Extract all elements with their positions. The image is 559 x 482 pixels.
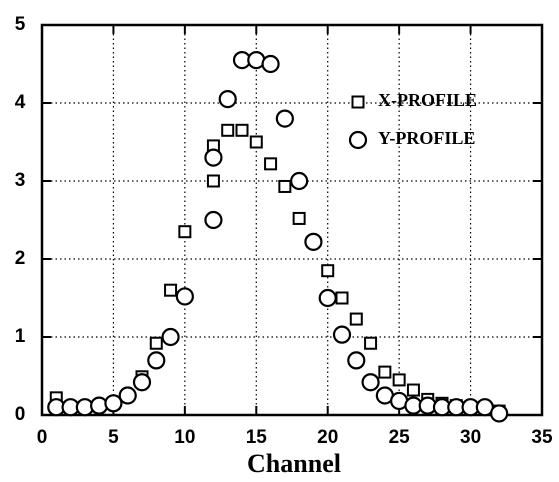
square-marker [349,312,363,326]
square-marker [392,373,406,387]
square-marker [221,123,235,137]
square-marker [278,179,292,193]
x-axis-label: Channel [247,449,341,478]
circle-marker [347,351,366,370]
circle-marker [218,89,237,109]
circle-marker [147,351,166,370]
y-tick-label: 5 [15,14,26,35]
square-marker [335,291,349,305]
x-tick-label: 20 [317,427,338,448]
y-tick-label: 4 [15,92,26,113]
circle-marker [361,373,380,392]
plot-frame [40,23,544,417]
y-tick-label: 0 [15,404,26,425]
square-marker [364,336,378,350]
square-marker [321,264,335,278]
square-marker [235,123,249,137]
circle-marker [261,54,280,74]
circle-marker [332,325,352,344]
x-tick-label: 30 [460,427,481,448]
circle-marker [490,404,509,423]
y-tick-label: 3 [15,170,26,191]
x-tick-label: 10 [174,427,195,448]
circle-marker [118,386,137,405]
legend-label: Y-PROFILE [378,128,475,148]
square-marker [351,95,365,109]
circle-marker [348,130,368,150]
y-tick-label: 1 [15,326,26,347]
x-tick-label: 25 [389,427,411,448]
circle-marker [161,327,180,347]
square-marker [292,211,306,225]
square-marker [206,174,220,188]
square-marker [149,336,163,350]
legend-label: X-PROFILE [378,90,477,110]
x-tick-label: 0 [37,427,48,448]
square-marker [378,365,392,379]
circle-marker [304,232,323,251]
circle-marker [204,148,223,167]
square-marker [164,283,178,297]
circle-marker [275,109,294,128]
x-tick-label: 35 [531,427,553,448]
circle-marker [175,287,194,306]
y-tick-label: 2 [15,248,26,269]
square-marker [406,383,420,397]
circle-marker [132,373,152,392]
circle-marker [204,210,223,230]
circle-marker [318,288,337,308]
circle-marker [104,394,123,413]
square-marker [264,157,278,171]
circle-marker [290,171,309,191]
square-marker [249,135,263,149]
x-tick-label: 15 [246,427,268,448]
square-marker [178,225,192,239]
x-tick-label: 5 [108,427,119,448]
